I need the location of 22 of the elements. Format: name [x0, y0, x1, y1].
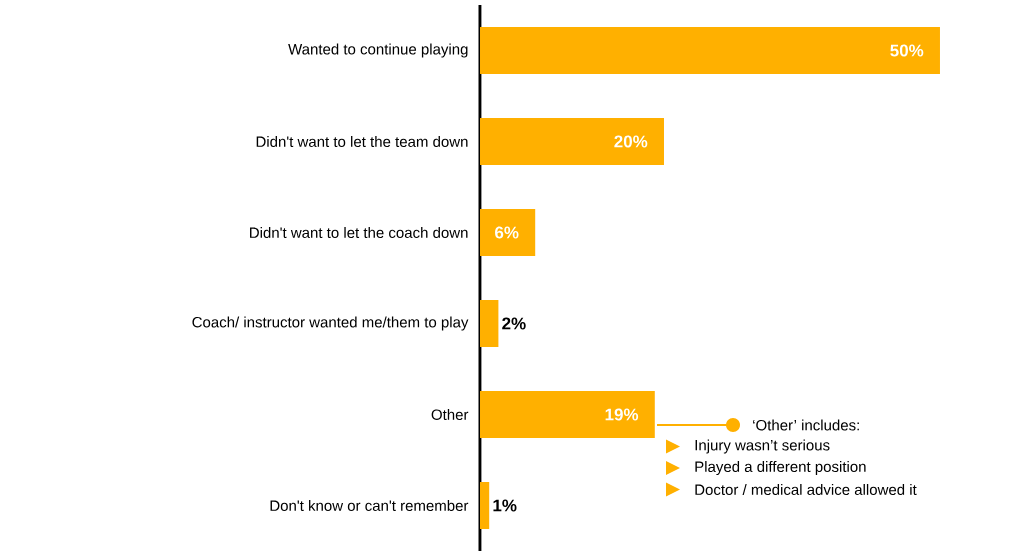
y-tick-label: Other	[431, 408, 469, 420]
y-tick-label: Wanted to continue playing	[288, 43, 468, 58]
y-tick-label: Didn't want to let the team down	[256, 135, 468, 147]
y-tick-label: Don't know or can't remember	[270, 499, 469, 511]
bar	[480, 299, 499, 347]
y-tick-label: Coach/ instructor wanted me/them to play	[192, 316, 469, 331]
annotation: Doctor / medical advice allowed it	[695, 483, 917, 495]
data-label: 20%	[614, 135, 648, 148]
bar	[480, 117, 664, 165]
bar	[480, 481, 490, 529]
annotation: ‘Other’ includes:	[753, 419, 859, 431]
data-label: 2%	[502, 317, 526, 330]
data-label: 1%	[493, 499, 517, 512]
bar	[480, 26, 940, 74]
data-label: 19%	[605, 408, 639, 421]
annotation: Played a different position	[695, 460, 866, 475]
data-label: 50%	[890, 44, 924, 57]
data-label: 6%	[495, 226, 519, 239]
annotation: Injury wasn’t serious	[695, 439, 830, 454]
y-tick-label: Didn't want to let the coach down	[250, 226, 468, 238]
bar	[480, 390, 655, 438]
bar	[480, 208, 536, 256]
